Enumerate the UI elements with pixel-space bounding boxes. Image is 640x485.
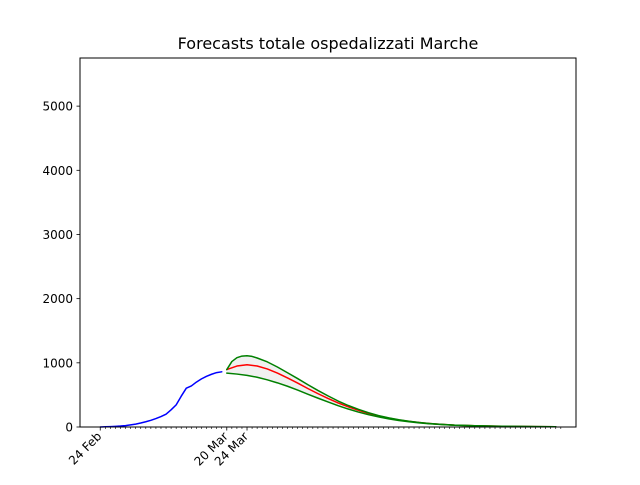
y-tick-label: 3000 xyxy=(42,228,73,242)
y-tick-label: 0 xyxy=(65,421,73,435)
series-line-3 xyxy=(226,372,557,428)
y-tick-label: 5000 xyxy=(42,100,73,114)
y-tick-label: 1000 xyxy=(42,356,73,370)
y-tick-label: 4000 xyxy=(42,164,73,178)
chart-title: Forecasts totale ospedalizzati Marche xyxy=(178,34,479,53)
series-layer xyxy=(99,355,557,428)
plot-area-frame xyxy=(79,57,577,428)
series-line-0 xyxy=(99,371,223,428)
confidence-band xyxy=(226,355,556,427)
y-tick-label: 2000 xyxy=(42,292,73,306)
